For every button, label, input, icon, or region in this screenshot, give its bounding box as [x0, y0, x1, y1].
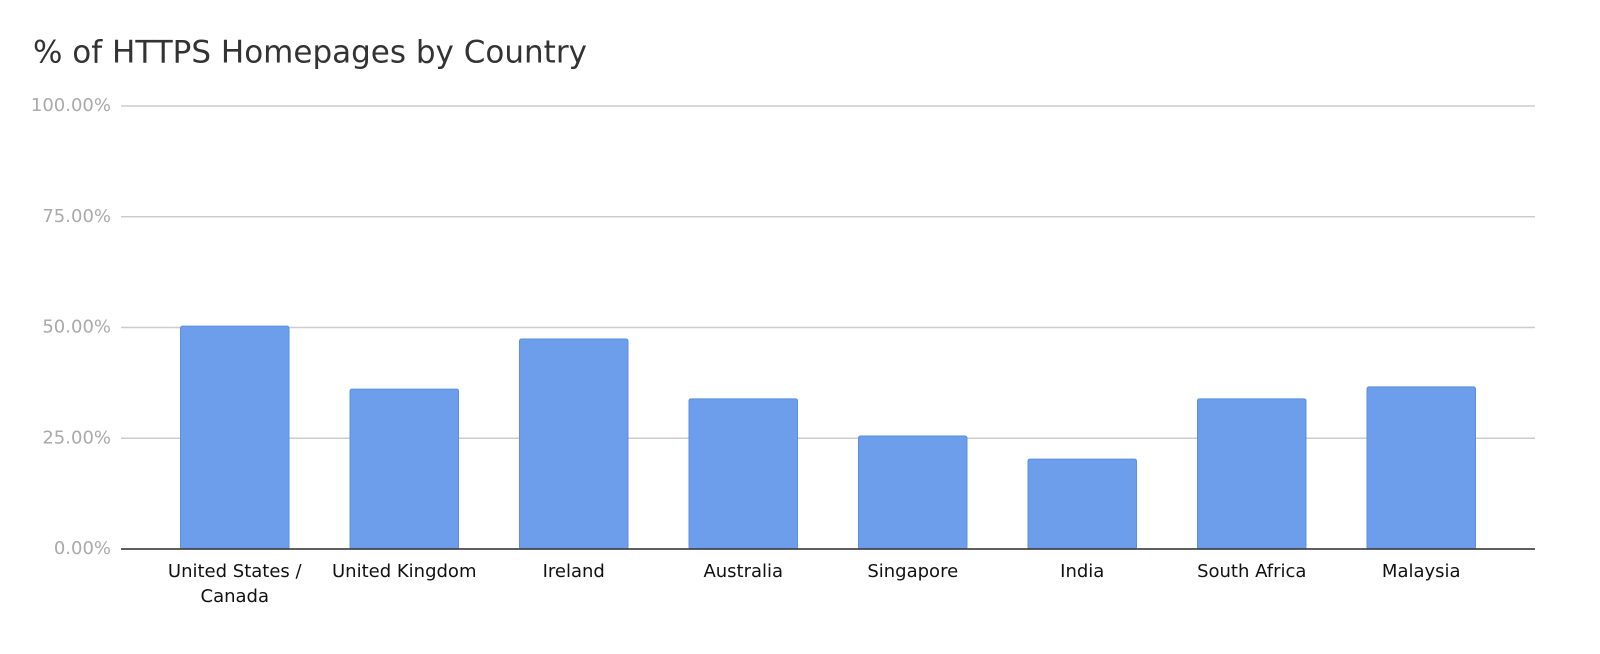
y-tick-label: 75.00% [42, 206, 111, 227]
x-tick-label: Ireland [543, 561, 605, 582]
x-tick-label: Malaysia [1382, 561, 1461, 582]
x-tick-label: South Africa [1197, 561, 1306, 582]
x-tick-label: United Kingdom [332, 561, 476, 582]
chart-title: % of HTTPS Homepages by Country [33, 35, 587, 71]
x-tick-label: India [1060, 561, 1104, 582]
bar [1366, 386, 1476, 550]
bar [180, 325, 290, 550]
y-tick-label: 0.00% [54, 538, 111, 559]
y-tick-label: 50.00% [42, 317, 111, 338]
x-tick-label: Australia [703, 561, 783, 582]
bar [349, 388, 459, 550]
bar [519, 338, 629, 550]
bar [1027, 458, 1137, 550]
x-tick-label: United States / Canada [168, 561, 303, 607]
y-tick-label: 25.00% [42, 427, 111, 448]
x-tick-label: Singapore [867, 561, 958, 582]
y-tick-label: 100.00% [31, 95, 111, 116]
bar [858, 435, 968, 550]
bar [1197, 398, 1307, 550]
bar [688, 398, 798, 550]
